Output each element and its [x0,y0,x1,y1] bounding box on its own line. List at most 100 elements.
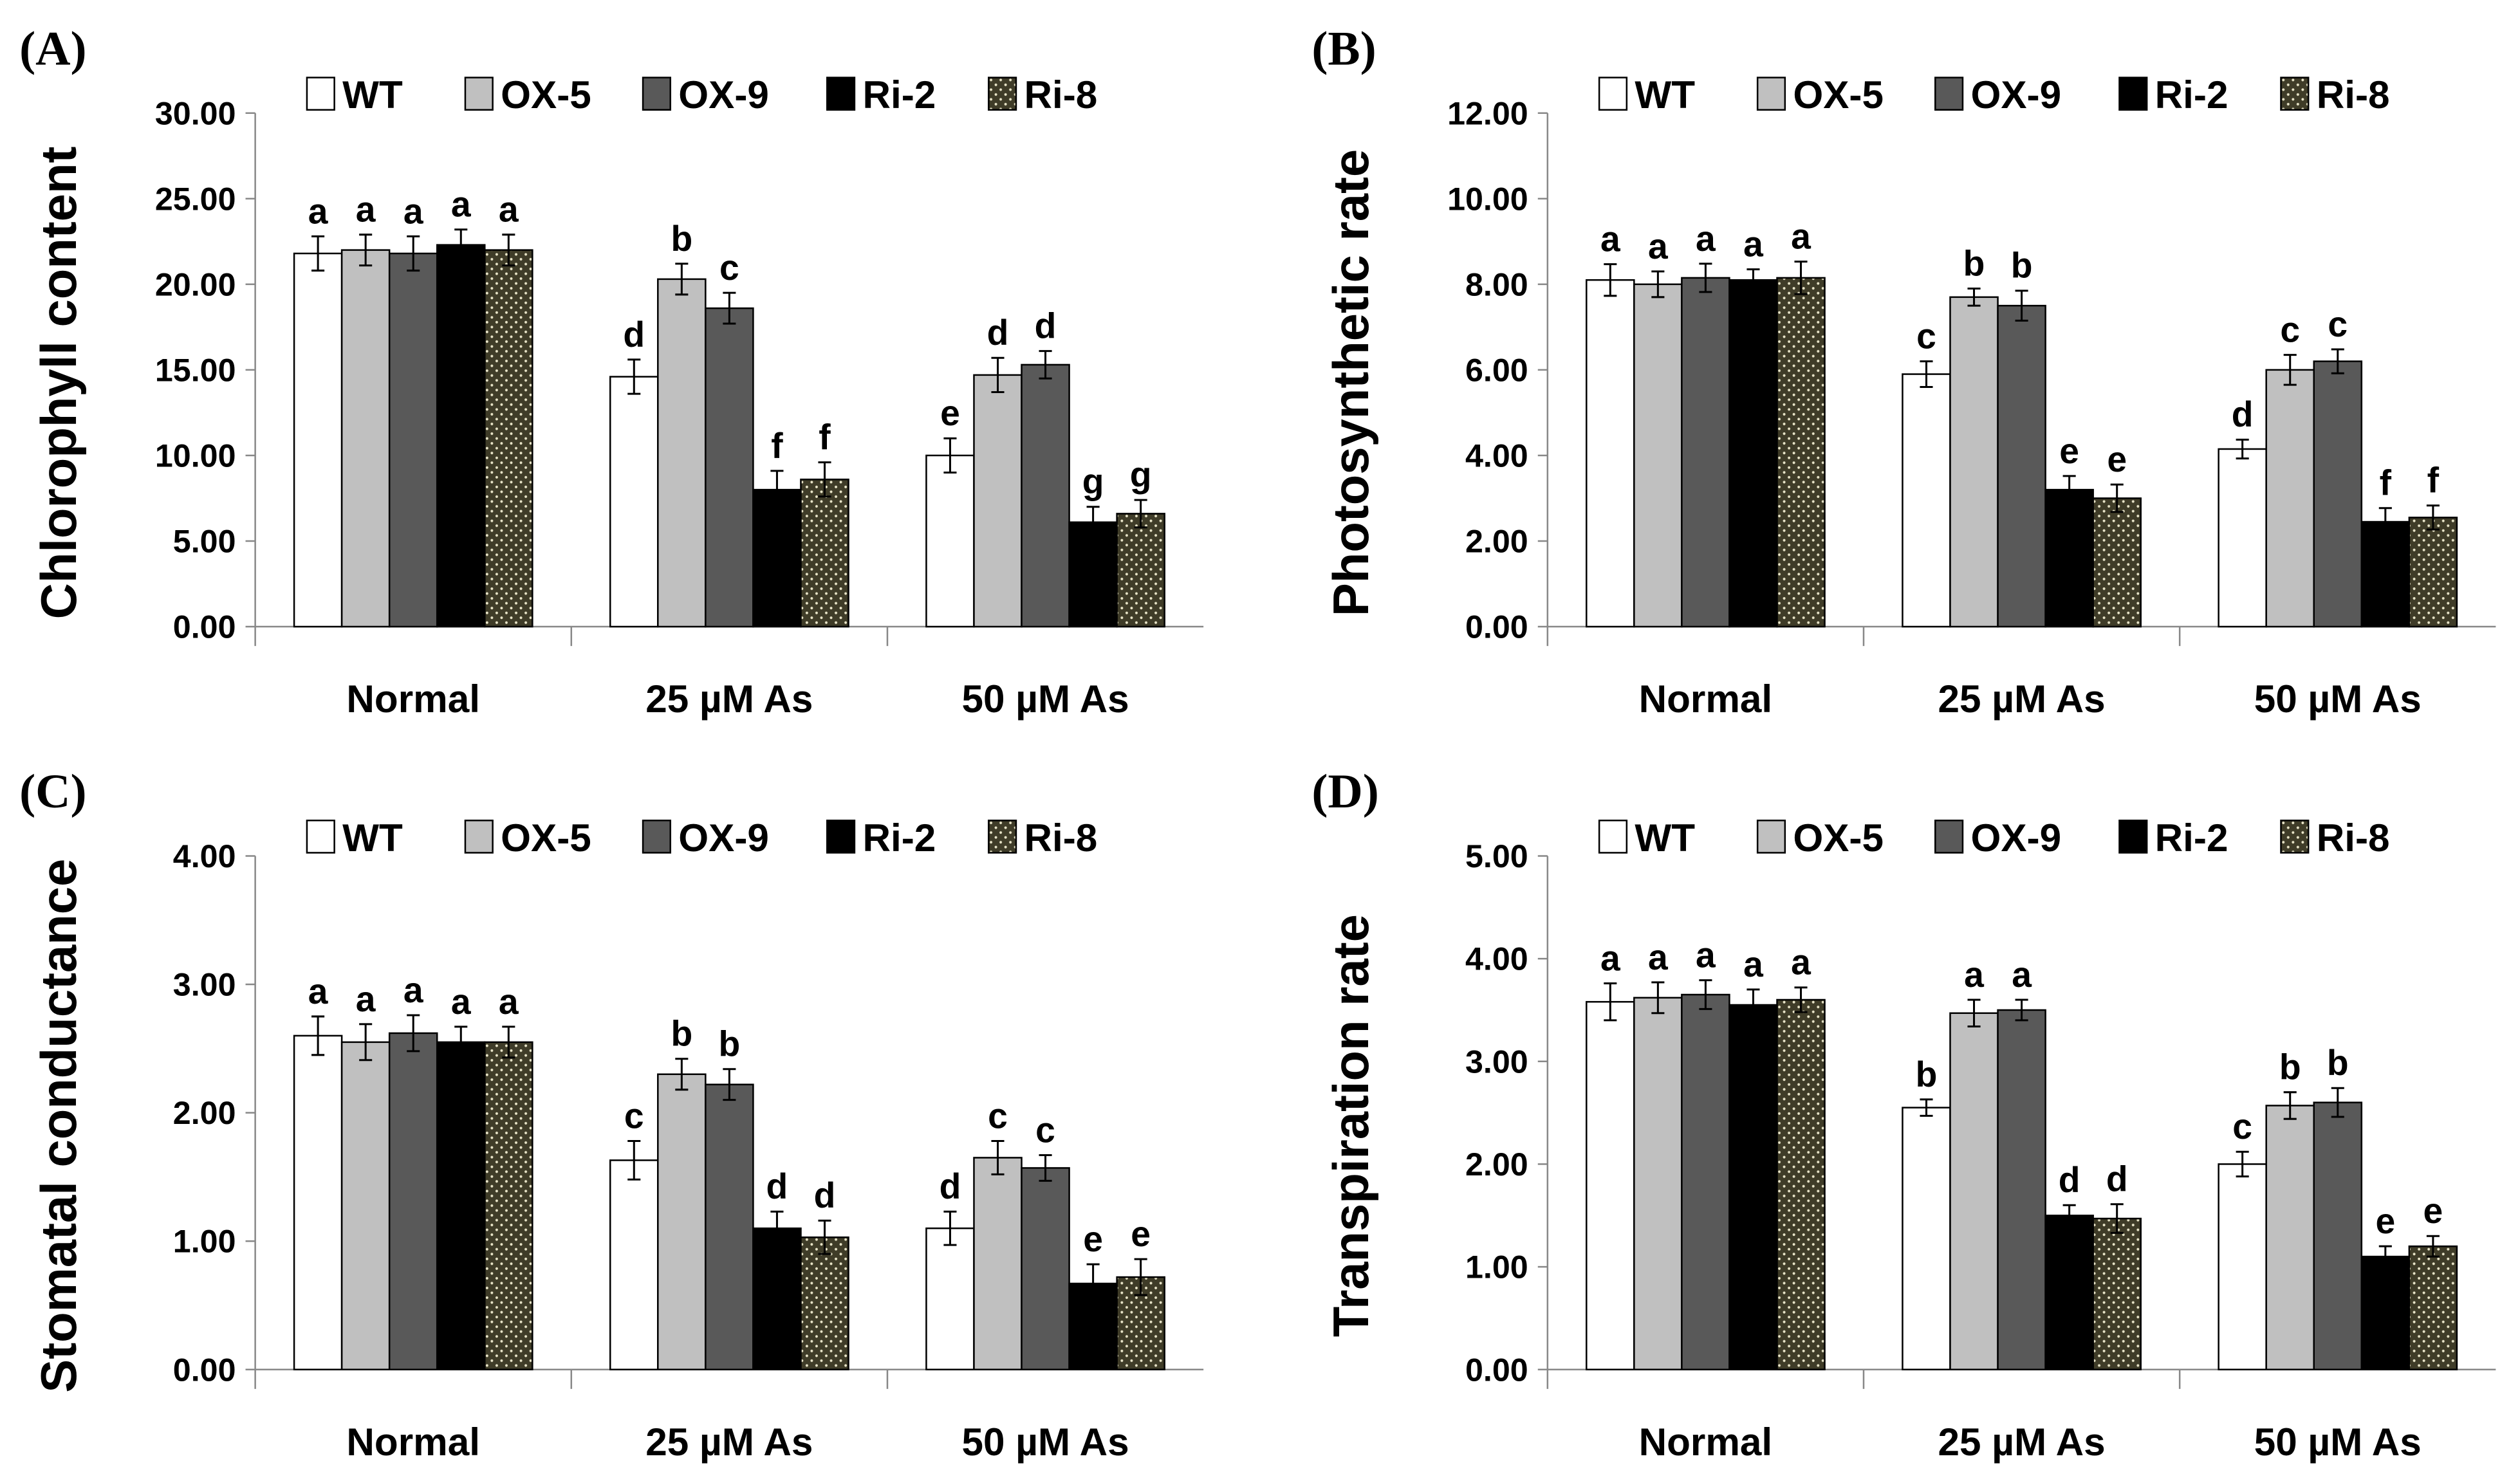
significance-letter: a [499,190,519,230]
significance-letter: a [451,185,472,225]
significance-letter: e [2375,1201,2395,1241]
bar-ri-8 [2092,1217,2142,1370]
significance-letter: d [987,313,1009,353]
significance-letter: c [2328,304,2348,344]
bar-wt [2218,1163,2267,1370]
significance-letter: e [1131,1214,1151,1254]
bar-ri-2 [1728,279,1778,628]
bar-ox-5 [340,1041,391,1370]
significance-letter: e [2423,1191,2443,1231]
x-category-label: 25 µM As [645,1420,813,1464]
bar-wt [293,1035,343,1370]
x-category-label: 25 µM As [1938,677,2106,721]
significance-letter: b [671,219,692,259]
significance-letter: b [1963,243,1985,283]
significance-letter: a [1600,219,1621,259]
significance-letter: a [308,971,329,1011]
x-category-label: Normal [1639,1420,1773,1464]
bar-ox-9 [1021,363,1070,628]
significance-letter: e [1083,1219,1103,1259]
y-tick-label: 4.00 [173,838,236,874]
bar-ri-8 [800,1236,849,1370]
legend-label: WT [1635,816,1695,860]
significance-letter: a [1696,935,1716,975]
legend-swatch [306,77,335,111]
y-tick-label: 1.00 [1465,1249,1528,1285]
bar-ox-9 [388,1032,438,1370]
bar-ox-9 [1681,277,1730,628]
legend-label: WT [342,73,403,116]
significance-letter: a [356,979,376,1019]
y-tick-label: 6.00 [1465,352,1528,388]
y-tick-label: 3.00 [1465,1044,1528,1080]
legend-label: OX-5 [501,73,591,116]
significance-letter: a [2012,955,2032,995]
significance-letter: e [2059,431,2079,471]
significance-letter: e [2107,439,2127,479]
x-category-label: 50 µM As [961,677,1129,721]
legend-label: Ri-2 [862,73,936,116]
legend-label: Ri-2 [2155,73,2228,116]
bar-wt [609,1159,659,1371]
y-tick-label: 3.00 [173,967,236,1003]
y-tick-label: 2.00 [173,1095,236,1131]
significance-letter: d [814,1175,836,1215]
bar-ox-9 [1997,1009,2046,1370]
significance-letter: a [1743,224,1764,264]
significance-letter: d [940,1166,961,1206]
legend-swatch [2118,820,2148,854]
bar-wt [1902,1107,1951,1370]
significance-letter: a [1600,938,1621,978]
bar-ri-8 [484,1041,533,1370]
significance-letter: c [2232,1107,2252,1146]
x-category-label: 50 µM As [2254,1420,2422,1464]
y-tick-label: 5.00 [1465,838,1528,874]
legend-swatch [988,820,1017,854]
y-tick-label: 15.00 [155,352,236,388]
legend-swatch [642,77,672,111]
significance-letter: b [671,1014,692,1054]
bar-ri-8 [2408,517,2458,628]
bar-ox-9 [1021,1167,1070,1370]
legend-label: OX-9 [1971,816,2062,860]
legend-label: OX-9 [678,73,769,116]
significance-letter: f [2380,463,2392,503]
bar-ox-9 [2313,1101,2363,1370]
significance-letter: a [356,190,376,230]
significance-letter: c [1916,317,1936,356]
y-tick-label: 10.00 [155,438,236,474]
bar-ox-5 [2265,369,2315,628]
bar-ox-5 [1633,997,1683,1370]
significance-letter: b [1916,1054,1938,1094]
x-category-label: Normal [346,1420,480,1464]
legend-label: Ri-8 [2317,816,2390,860]
y-tick-label: 20.00 [155,266,236,302]
bar-ri-8 [1116,513,1165,628]
bar-ox-9 [1681,993,1730,1370]
y-axis-title: Chlorophyll content [32,147,87,620]
significance-letter: b [719,1024,741,1064]
bar-ox-9 [2313,360,2363,628]
bar-wt [609,376,659,628]
legend-swatch [2280,77,2310,111]
x-category-label: Normal [1639,677,1773,721]
significance-letter: b [2327,1043,2349,1083]
y-tick-label: 2.00 [1465,1146,1528,1182]
legend-label: Ri-8 [2317,73,2390,116]
bar-ri-2 [752,488,802,628]
bar-ri-2 [2360,520,2411,628]
legend-label: OX-5 [1793,816,1884,860]
significance-letter: f [771,426,783,466]
y-tick-label: 0.00 [1465,1352,1528,1388]
bar-wt [925,1227,975,1370]
significance-letter: a [499,982,519,1022]
legend-swatch [988,77,1017,111]
legend-swatch [1934,820,1964,854]
significance-letter: a [1791,217,1811,257]
significance-letter: g [1130,455,1152,495]
legend-swatch [826,820,856,854]
bar-ri-2 [436,244,486,628]
bar-ox-5 [1949,1012,1999,1370]
y-axis-title: Stomatal conductance [32,859,87,1393]
